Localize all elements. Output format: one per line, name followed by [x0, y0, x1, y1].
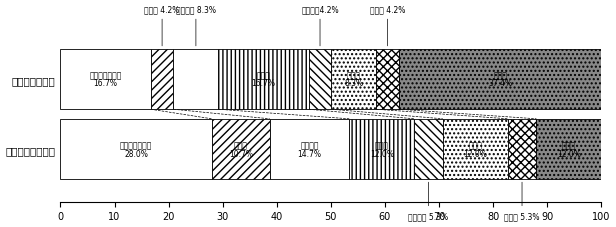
Bar	[151, 49, 174, 110]
Text: 14.7%: 14.7%	[298, 149, 322, 158]
Bar	[212, 119, 270, 180]
Bar	[399, 49, 601, 110]
Text: 自営業: 自営業	[234, 141, 248, 150]
Text: 今のままでよい: 今のままでよい	[89, 71, 122, 80]
Text: 16.7%: 16.7%	[94, 79, 118, 88]
Text: 16.7%: 16.7%	[251, 79, 275, 88]
Text: 37.4%: 37.4%	[488, 79, 512, 88]
Text: 自宅で: 自宅で	[347, 71, 361, 80]
Text: 8.3%: 8.3%	[344, 79, 363, 88]
Bar	[309, 49, 331, 110]
Bar	[270, 119, 349, 180]
Bar	[349, 119, 414, 180]
Text: 12.0%: 12.0%	[463, 149, 487, 158]
Text: 正規職員: 正規職員	[300, 141, 318, 150]
Bar	[443, 119, 508, 180]
Text: 授産施設 5.3%: 授産施設 5.3%	[408, 182, 448, 220]
Text: 12.0%: 12.0%	[370, 149, 394, 158]
Text: その他 4.2%: その他 4.2%	[370, 5, 405, 47]
Text: 無回答: 無回答	[493, 71, 507, 80]
Text: 正規職員 8.3%: 正規職員 8.3%	[176, 5, 216, 47]
Text: 臨時等: 臨時等	[375, 141, 389, 150]
Bar	[174, 49, 218, 110]
Text: 無回答: 無回答	[562, 141, 576, 150]
Bar	[537, 119, 601, 180]
Text: 自営業 4.2%: 自営業 4.2%	[144, 5, 180, 47]
Text: 自宅で: 自宅で	[468, 141, 482, 150]
Text: 今のままでよい: 今のままでよい	[120, 141, 152, 150]
Text: その他 5.3%: その他 5.3%	[505, 182, 540, 220]
Bar	[60, 49, 151, 110]
Text: 臨時等: 臨時等	[257, 71, 270, 80]
Bar	[376, 49, 399, 110]
Text: 28.0%: 28.0%	[124, 149, 148, 158]
Bar	[331, 49, 376, 110]
Bar	[508, 119, 537, 180]
Text: 10.7%: 10.7%	[229, 149, 253, 158]
Text: 12.0%: 12.0%	[557, 149, 581, 158]
Text: 授産施設4.2%: 授産施設4.2%	[301, 5, 339, 47]
Bar	[414, 119, 443, 180]
Bar	[60, 119, 212, 180]
Bar	[218, 49, 309, 110]
